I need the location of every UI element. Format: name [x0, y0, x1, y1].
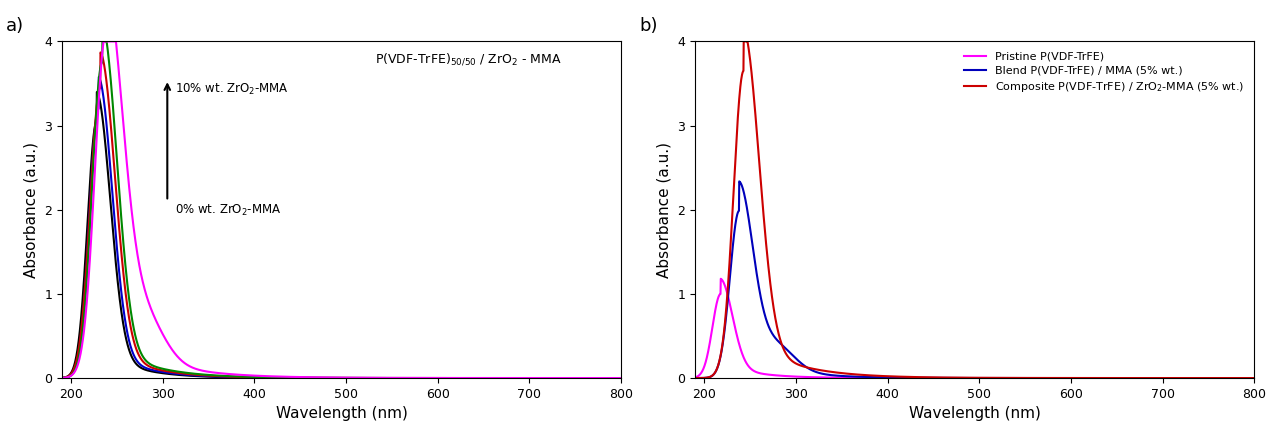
X-axis label: Wavelength (nm): Wavelength (nm)	[908, 406, 1041, 421]
Text: 0% wt. ZrO$_2$-MMA: 0% wt. ZrO$_2$-MMA	[174, 203, 281, 218]
Legend: Pristine P(VDF-TrFE), Blend P(VDF-TrFE) / MMA (5% wt.), Composite P(VDF-TrFE) / : Pristine P(VDF-TrFE), Blend P(VDF-TrFE) …	[960, 47, 1248, 99]
Text: 10% wt. ZrO$_2$-MMA: 10% wt. ZrO$_2$-MMA	[174, 82, 289, 97]
Text: b): b)	[639, 17, 658, 35]
Text: P(VDF-TrFE)$_{50/50}$ / ZrO$_2$ - MMA: P(VDF-TrFE)$_{50/50}$ / ZrO$_2$ - MMA	[375, 52, 562, 67]
Text: a): a)	[6, 17, 24, 35]
Y-axis label: Absorbance (a.u.): Absorbance (a.u.)	[657, 142, 672, 278]
Y-axis label: Absorbance (a.u.): Absorbance (a.u.)	[23, 142, 38, 278]
X-axis label: Wavelength (nm): Wavelength (nm)	[276, 406, 408, 421]
